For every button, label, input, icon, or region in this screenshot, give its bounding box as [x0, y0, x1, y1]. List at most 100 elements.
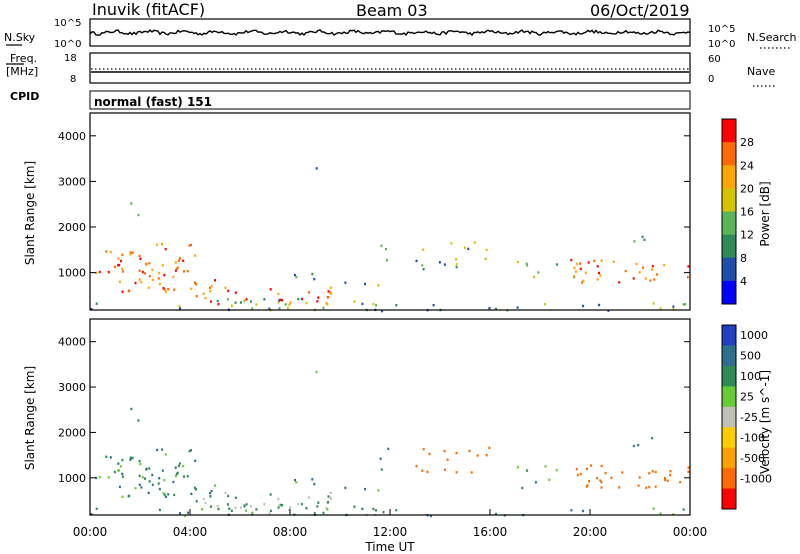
data-cell [659, 512, 662, 515]
data-cell [139, 257, 142, 260]
data-cell [134, 487, 137, 490]
data-cell [173, 288, 176, 291]
data-cell [289, 301, 292, 304]
data-cell [644, 277, 647, 280]
data-cell [209, 491, 211, 495]
data-cell [214, 279, 216, 282]
colorbar-tick-label: -1000 [740, 472, 772, 485]
data-cell [121, 270, 124, 273]
x-tick-label: 00:00 [73, 525, 108, 539]
data-cell [95, 476, 98, 480]
velocity-data-cells [90, 370, 690, 518]
data-cell [98, 476, 101, 479]
data-cell [279, 298, 282, 301]
data-cell [130, 407, 133, 411]
colorbar-tick-label: 28 [740, 136, 754, 149]
data-cell [224, 491, 227, 495]
data-cell [127, 289, 130, 293]
data-cell [227, 494, 230, 498]
data-cell [379, 457, 382, 460]
data-cell [326, 508, 329, 511]
data-cell [305, 301, 308, 305]
data-cell [202, 497, 205, 501]
data-cell [582, 509, 585, 513]
data-cell [672, 305, 675, 308]
data-cell [446, 458, 449, 461]
data-cell [385, 247, 387, 251]
data-cell [251, 511, 254, 514]
freq-tick-bottom: 8 [70, 74, 76, 85]
date-label: 06/Oct/2019 [590, 1, 690, 20]
data-cell [174, 474, 177, 478]
data-cell [121, 495, 124, 498]
data-cell [295, 481, 298, 484]
data-cell [187, 511, 189, 514]
data-cell [372, 302, 375, 306]
data-cell [587, 261, 590, 264]
data-cell [599, 479, 602, 482]
data-cell [195, 283, 197, 286]
data-cell [582, 304, 585, 308]
data-cell [582, 279, 585, 283]
data-cell [682, 303, 685, 306]
data-cell [145, 263, 148, 266]
data-cell [167, 493, 170, 496]
colorbar-swatch [722, 386, 736, 408]
data-cell [281, 504, 284, 507]
data-cell [194, 254, 197, 257]
data-cell [651, 268, 653, 271]
data-cell [651, 436, 654, 440]
data-cell [158, 487, 161, 491]
data-cell [173, 493, 176, 497]
data-cell [151, 278, 154, 281]
cpid-panel: CPID normal (fast) 151 [10, 90, 691, 110]
data-cell [268, 512, 271, 515]
colorbar-tick-label: 8 [740, 252, 747, 265]
data-cell [315, 370, 318, 374]
data-cell [217, 302, 220, 306]
data-cell [659, 307, 662, 310]
data-cell [268, 307, 271, 310]
data-cell [576, 473, 579, 477]
data-cell [651, 264, 654, 268]
data-cell [163, 479, 166, 482]
data-cell [163, 493, 166, 496]
data-cell [375, 509, 377, 512]
data-cell [121, 290, 124, 293]
data-cell [330, 292, 333, 295]
data-cell [516, 306, 519, 309]
data-cell [239, 301, 242, 304]
data-cell [599, 274, 602, 277]
data-cell [381, 309, 384, 313]
data-cell [600, 259, 603, 262]
data-cell [113, 470, 116, 474]
data-cell [98, 270, 101, 274]
data-cell [90, 513, 93, 516]
data-cell [138, 278, 141, 281]
colorbar-swatch [722, 325, 736, 346]
data-cell [618, 281, 621, 284]
data-cell [575, 270, 578, 273]
data-cell [289, 506, 292, 509]
colorbar-swatch [722, 365, 736, 387]
data-cell [687, 466, 690, 469]
data-cell [195, 488, 197, 491]
data-cell [652, 507, 655, 510]
data-cell [164, 248, 167, 251]
data-cell [544, 302, 546, 306]
data-cell [421, 264, 424, 267]
data-cell [138, 269, 141, 272]
y-tick-label: 4000 [58, 130, 86, 143]
data-cell [329, 286, 332, 289]
data-cell [476, 454, 479, 457]
data-cell [570, 509, 573, 512]
data-cell [317, 296, 320, 299]
data-cell [284, 303, 287, 306]
data-cell [598, 271, 600, 275]
data-cell [148, 467, 151, 470]
data-cell [687, 470, 690, 473]
data-cell [184, 514, 187, 518]
data-cell [164, 495, 167, 498]
data-cell [326, 303, 329, 306]
data-cell [415, 464, 418, 468]
